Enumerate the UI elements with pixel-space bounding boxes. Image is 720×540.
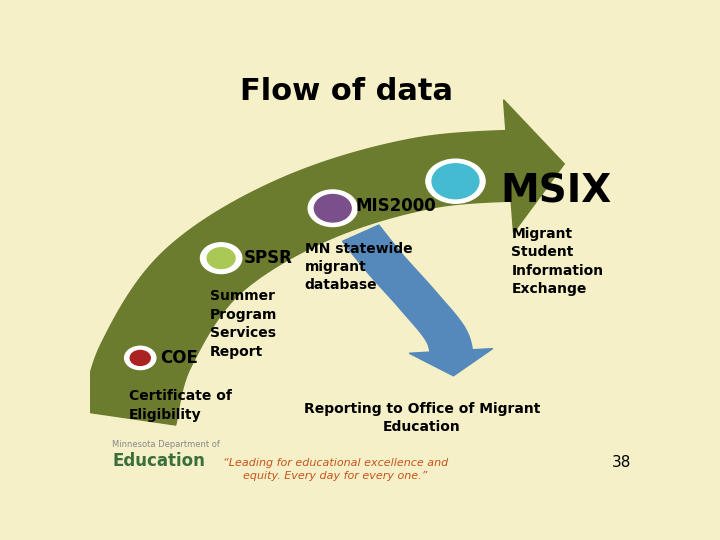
Text: SPSR: SPSR [243,249,292,267]
Text: Summer
Program
Services
Report: Summer Program Services Report [210,289,277,359]
Circle shape [432,164,479,199]
Text: Migrant
Student
Information
Exchange: Migrant Student Information Exchange [511,227,603,296]
Circle shape [207,248,235,268]
Text: “Leading for educational excellence and
equity. Every day for every one.”: “Leading for educational excellence and … [223,458,448,481]
Circle shape [130,350,150,366]
Text: Reporting to Office of Migrant
Education: Reporting to Office of Migrant Education [304,402,540,434]
Polygon shape [83,130,520,425]
Text: MN statewide
migrant
database: MN statewide migrant database [305,241,413,292]
Circle shape [315,194,351,222]
Circle shape [200,243,242,274]
Text: Education: Education [112,452,205,470]
Text: Certificate of
Eligibility: Certificate of Eligibility [129,389,232,422]
Text: MIS2000: MIS2000 [355,197,436,215]
Text: MSIX: MSIX [500,173,611,211]
Circle shape [426,159,485,203]
Polygon shape [343,225,473,359]
Polygon shape [503,100,564,233]
Text: Minnesota Department of: Minnesota Department of [112,441,220,449]
Polygon shape [409,349,492,376]
Circle shape [125,346,156,369]
Text: 38: 38 [612,455,631,470]
Text: COE: COE [160,349,197,367]
Circle shape [308,190,357,227]
Text: Flow of data: Flow of data [240,77,453,106]
